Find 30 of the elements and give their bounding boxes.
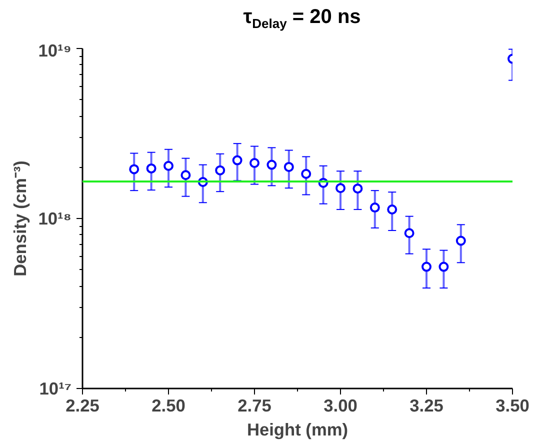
point xyxy=(301,168,312,179)
point xyxy=(146,163,156,174)
x-tick-label: 3.25 xyxy=(410,396,444,416)
point xyxy=(129,164,140,174)
point xyxy=(215,165,226,176)
x-tick-label: 3.00 xyxy=(324,396,358,416)
x-axis-title: Height (mm) xyxy=(246,420,348,440)
point xyxy=(370,202,380,213)
point xyxy=(422,262,432,272)
x-tick-label: 2.75 xyxy=(238,396,272,416)
y-tick-label: 10¹⁷ xyxy=(39,378,72,398)
y-axis-title: Density (cm⁻³) xyxy=(10,160,30,276)
chart-title: τ$_{Delay}$ = 20 ns xyxy=(243,5,361,33)
point xyxy=(336,183,346,194)
x-tick-label: 2.50 xyxy=(152,396,186,416)
x-tick-label: 3.50 xyxy=(496,396,530,416)
point xyxy=(404,228,414,238)
point xyxy=(180,170,191,180)
x-tick-label: 2.25 xyxy=(66,396,100,416)
point xyxy=(438,262,449,272)
point xyxy=(232,155,242,166)
y-tick-label: 10¹⁹ xyxy=(38,40,72,60)
point xyxy=(352,184,363,194)
y-tick-label: 10¹⁸ xyxy=(38,208,72,228)
point xyxy=(456,236,466,246)
point xyxy=(266,160,277,170)
point xyxy=(387,204,398,214)
point xyxy=(250,158,260,168)
point xyxy=(284,162,294,172)
point xyxy=(164,160,174,171)
